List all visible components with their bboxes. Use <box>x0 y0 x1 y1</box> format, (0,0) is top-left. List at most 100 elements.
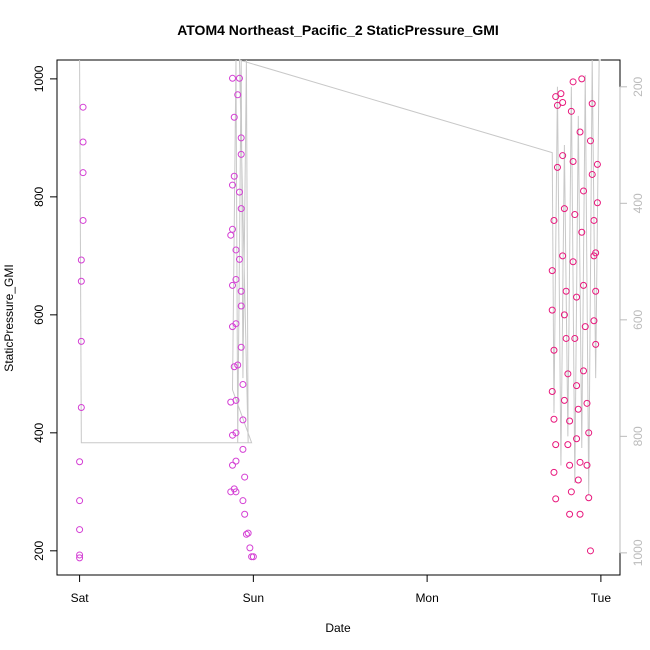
point <box>569 78 577 86</box>
point <box>235 255 243 263</box>
point <box>246 544 254 552</box>
depth-line <box>79 59 601 495</box>
point <box>232 457 240 465</box>
point <box>567 488 575 496</box>
point <box>592 249 600 257</box>
point <box>76 497 84 505</box>
point <box>548 306 556 314</box>
point <box>552 93 560 101</box>
point <box>564 370 572 378</box>
point <box>237 343 245 351</box>
point <box>76 526 84 534</box>
y-tick-label: 1000 <box>32 65 46 92</box>
point <box>593 160 601 168</box>
point <box>576 510 584 518</box>
point <box>550 346 558 354</box>
point <box>581 323 589 331</box>
point <box>229 461 237 469</box>
point <box>590 317 598 325</box>
point <box>573 382 581 390</box>
point <box>559 98 567 106</box>
point <box>593 199 601 207</box>
point <box>237 205 245 213</box>
point <box>77 337 85 345</box>
point <box>237 150 245 158</box>
point <box>566 461 574 469</box>
point <box>588 100 596 108</box>
point <box>573 435 581 443</box>
point <box>560 396 568 404</box>
point <box>239 497 247 505</box>
point <box>237 134 245 142</box>
point <box>550 468 558 476</box>
y-tick-label: 400 <box>32 422 46 442</box>
point <box>583 461 591 469</box>
y2-tick-label: 400 <box>631 193 645 213</box>
point <box>241 510 249 518</box>
point <box>586 547 594 555</box>
point <box>237 287 245 295</box>
point <box>576 128 584 136</box>
point <box>578 75 586 83</box>
point <box>559 152 567 160</box>
point <box>79 216 87 224</box>
x-axis-label: Date <box>325 621 351 635</box>
point <box>580 367 588 375</box>
point <box>592 287 600 295</box>
point <box>548 388 556 396</box>
y2-tick-label: 600 <box>631 309 645 329</box>
point <box>578 228 586 236</box>
y-tick-label: 800 <box>32 187 46 207</box>
point <box>232 320 240 328</box>
point <box>232 429 240 437</box>
point <box>244 529 252 537</box>
point <box>77 277 85 285</box>
y-tick-label: 600 <box>32 305 46 325</box>
point <box>580 187 588 195</box>
point <box>230 363 238 371</box>
point <box>229 74 237 82</box>
point <box>567 107 575 115</box>
x-tick-label: Sat <box>71 591 90 605</box>
point <box>574 476 582 484</box>
point <box>235 188 243 196</box>
point <box>249 553 257 561</box>
point <box>234 91 242 99</box>
point <box>576 458 584 466</box>
point <box>79 138 87 146</box>
point <box>566 417 574 425</box>
x-tick-label: Mon <box>415 591 438 605</box>
plot-frame <box>56 59 621 576</box>
point <box>77 256 85 264</box>
point <box>242 530 250 538</box>
y-axis-label: StaticPressure_GMI <box>2 264 16 371</box>
point <box>592 340 600 348</box>
point <box>552 441 560 449</box>
y2-tick-label: 200 <box>631 76 645 96</box>
point <box>232 275 240 283</box>
point <box>552 495 560 503</box>
point <box>229 431 237 439</box>
y-tick-label: 200 <box>32 540 46 560</box>
point <box>232 488 240 496</box>
point <box>553 163 561 171</box>
point <box>573 293 581 301</box>
point <box>590 216 598 224</box>
point <box>574 405 582 413</box>
point <box>583 399 591 407</box>
point <box>227 231 235 239</box>
chart-title: ATOM4 Northeast_Pacific_2 StaticPressure… <box>177 22 499 38</box>
point <box>237 302 245 310</box>
x-tick-label: Tue <box>591 591 612 605</box>
point <box>571 334 579 342</box>
point <box>232 396 240 404</box>
point <box>569 157 577 165</box>
point <box>550 216 558 224</box>
point <box>79 103 87 111</box>
point <box>557 90 565 98</box>
point <box>239 380 247 388</box>
point <box>239 416 247 424</box>
point <box>239 445 247 453</box>
point <box>559 252 567 260</box>
